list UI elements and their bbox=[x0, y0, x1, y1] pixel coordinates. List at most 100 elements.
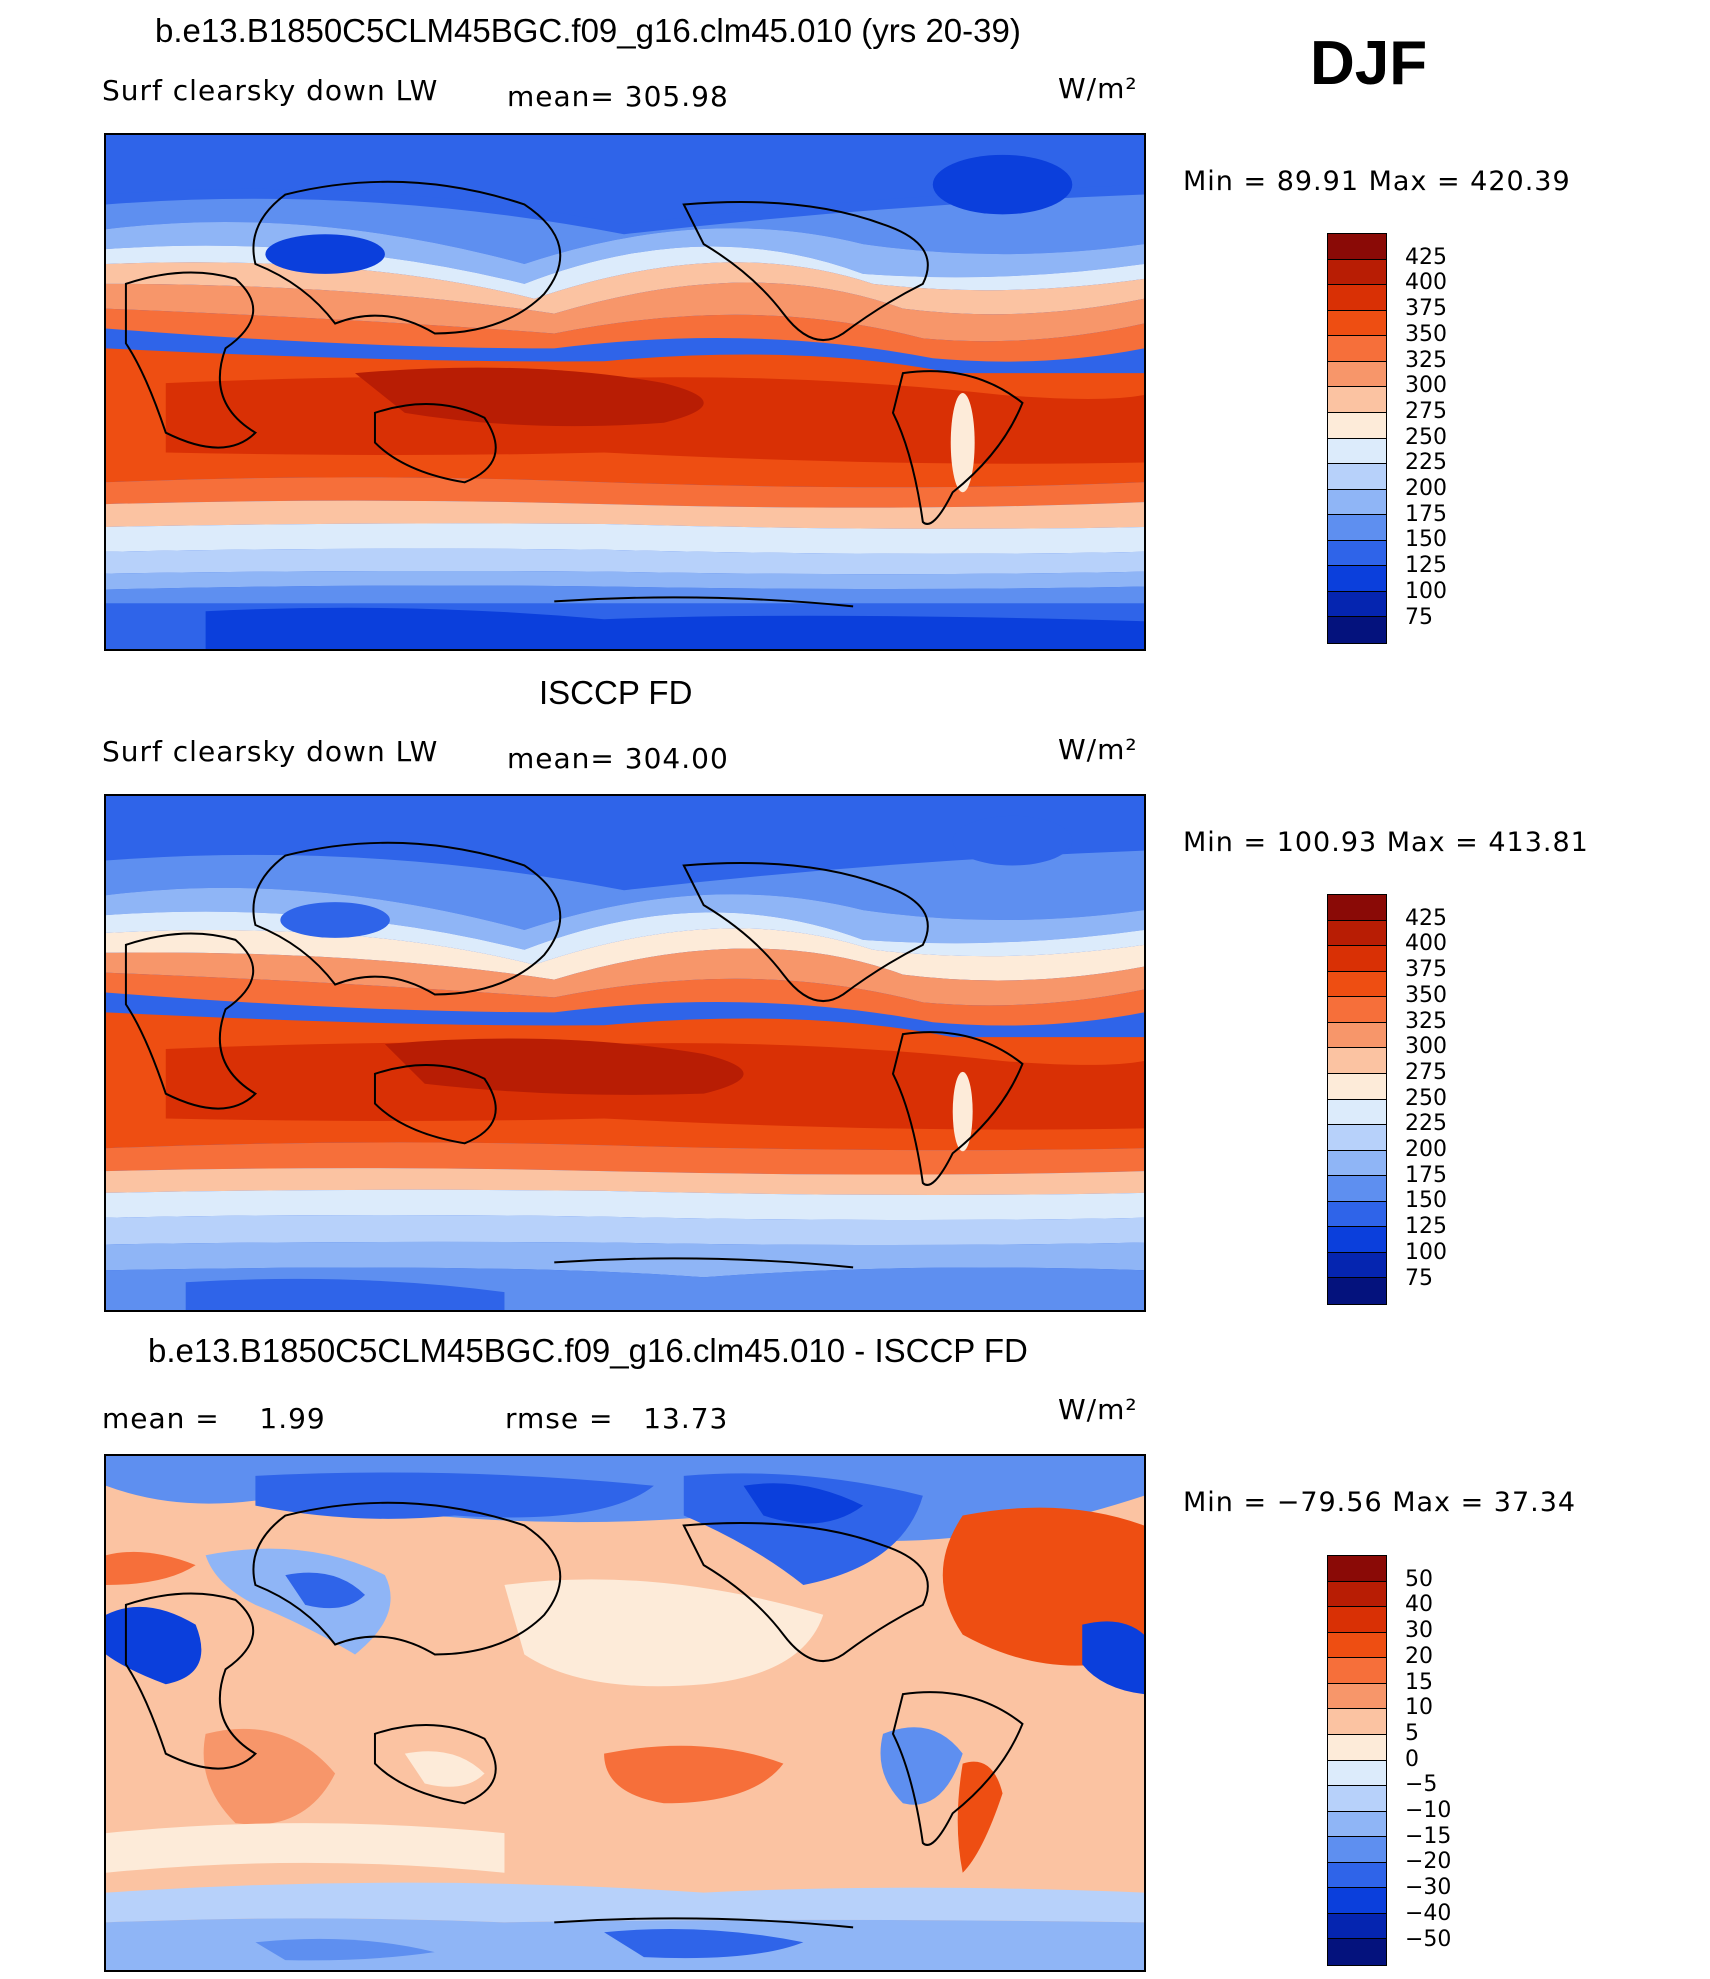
panel2-mean: mean= 304.00 bbox=[507, 742, 729, 775]
panel3-rmse: rmse = 13.73 bbox=[505, 1402, 728, 1435]
colorbar-box bbox=[1328, 1734, 1386, 1761]
colorbar-box bbox=[1328, 1658, 1386, 1684]
panel2-mean-value: 304.00 bbox=[624, 742, 729, 775]
colorbar-box bbox=[1328, 489, 1386, 516]
colorbar-tick-label: 250 bbox=[1405, 1085, 1447, 1111]
colorbar-tick-label: 275 bbox=[1405, 398, 1447, 424]
colorbar-tick-label: 50 bbox=[1405, 1566, 1433, 1592]
colorbar-tick-label: −15 bbox=[1405, 1823, 1452, 1849]
colorbar-tick-label: 300 bbox=[1405, 373, 1447, 399]
colorbar-box bbox=[1328, 1176, 1386, 1202]
colorbar-tick-label: 325 bbox=[1405, 347, 1447, 373]
colorbar-box bbox=[1328, 310, 1386, 337]
colorbar-box bbox=[1328, 997, 1386, 1023]
colorbar-box bbox=[1328, 1048, 1386, 1074]
colorbar-tick-label: 10 bbox=[1405, 1695, 1433, 1721]
colorbar-tick-label: −5 bbox=[1405, 1772, 1438, 1798]
colorbar-tick-label: 125 bbox=[1405, 1214, 1447, 1240]
colorbar-box bbox=[1328, 1786, 1386, 1812]
colorbar-box bbox=[1328, 1888, 1386, 1914]
panel1-mean: mean= 305.98 bbox=[507, 80, 729, 113]
colorbar-box bbox=[1328, 591, 1386, 618]
colorbar-tick-label: 325 bbox=[1405, 1008, 1447, 1034]
colorbar-tick-label: 100 bbox=[1405, 578, 1447, 604]
colorbar-tick-label: 125 bbox=[1405, 553, 1447, 579]
colorbar-tick-label: 375 bbox=[1405, 957, 1447, 983]
panel3-mean: mean = 1.99 bbox=[102, 1402, 326, 1435]
colorbar-box bbox=[1328, 412, 1386, 439]
colorbar-tick-label: −30 bbox=[1405, 1875, 1452, 1901]
colorbar-box bbox=[1328, 566, 1386, 592]
colorbar-box bbox=[1328, 285, 1386, 311]
colorbar-tick-label: 200 bbox=[1405, 476, 1447, 501]
colorbar-tick-label: 175 bbox=[1405, 501, 1447, 527]
colorbar-box bbox=[1328, 234, 1386, 260]
panel1-title: b.e13.B1850C5CLM45BGC.f09_g16.clm45.010 … bbox=[155, 12, 1021, 49]
colorbar-tick-label: 350 bbox=[1405, 321, 1447, 347]
colorbar-box bbox=[1328, 1227, 1386, 1253]
colorbar-tick-label: 75 bbox=[1405, 1265, 1433, 1291]
panel1-field bbox=[106, 135, 1144, 649]
colorbar-box bbox=[1328, 1556, 1386, 1582]
colorbar-box bbox=[1328, 1683, 1386, 1710]
panel1-mean-value: 305.98 bbox=[624, 80, 729, 113]
colorbar-box bbox=[1328, 617, 1386, 643]
panel2-map bbox=[104, 794, 1146, 1312]
panel1-minmax: Min = 89.91 Max = 420.39 bbox=[1183, 166, 1571, 197]
colorbar-tick-label: 400 bbox=[1405, 270, 1447, 296]
colorbar-tick-label: 425 bbox=[1405, 244, 1447, 270]
colorbar-tick-label: 225 bbox=[1405, 1111, 1447, 1137]
colorbar-tick-label: −10 bbox=[1405, 1798, 1452, 1823]
colorbar-tick-label: 200 bbox=[1405, 1137, 1447, 1162]
colorbar-tick-label: 400 bbox=[1405, 931, 1447, 957]
colorbar-tick-label: 300 bbox=[1405, 1034, 1447, 1060]
panel2-variable: Surf clearsky down LW bbox=[102, 735, 439, 768]
panel3-minmax: Min = −79.56 Max = 37.34 bbox=[1183, 1487, 1577, 1518]
panel2-mean-label: mean= bbox=[507, 742, 615, 775]
colorbar-tick-label: −40 bbox=[1405, 1900, 1452, 1926]
colorbar-box bbox=[1328, 464, 1386, 490]
colorbar-box bbox=[1328, 1939, 1386, 1965]
colorbar-box bbox=[1328, 336, 1386, 362]
panel3-units: W/m² bbox=[1058, 1393, 1138, 1426]
panel3-field bbox=[106, 1456, 1144, 1970]
colorbar-tick-label: 30 bbox=[1405, 1618, 1433, 1644]
colorbar-box bbox=[1328, 895, 1386, 921]
colorbar-tick-label: 100 bbox=[1405, 1239, 1447, 1265]
colorbar-box bbox=[1328, 1913, 1386, 1940]
colorbar-tick-label: 425 bbox=[1405, 905, 1447, 931]
colorbar-tick-label: 40 bbox=[1405, 1592, 1433, 1618]
colorbar-box bbox=[1328, 361, 1386, 388]
colorbar-box bbox=[1328, 438, 1386, 465]
colorbar-box bbox=[1328, 971, 1386, 998]
panel3-mean-value: 1.99 bbox=[259, 1402, 326, 1435]
colorbar-box bbox=[1328, 1632, 1386, 1659]
panel1-mean-label: mean= bbox=[507, 80, 615, 113]
colorbar-box bbox=[1328, 1252, 1386, 1279]
panel2-field bbox=[106, 796, 1144, 1310]
colorbar-tick-label: 225 bbox=[1405, 450, 1447, 476]
colorbar-tick-label: 0 bbox=[1405, 1746, 1419, 1772]
panel2-minmax: Min = 100.93 Max = 413.81 bbox=[1183, 827, 1589, 858]
panel1-variable: Surf clearsky down LW bbox=[102, 74, 439, 107]
colorbar-box bbox=[1328, 1022, 1386, 1049]
colorbar-box bbox=[1328, 1709, 1386, 1735]
colorbar-box bbox=[1328, 259, 1386, 286]
colorbar-tick-label: 5 bbox=[1405, 1720, 1419, 1746]
colorbar-tick-label: 20 bbox=[1405, 1643, 1433, 1669]
colorbar-box bbox=[1328, 1201, 1386, 1228]
panel1-map bbox=[104, 133, 1146, 651]
colorbar-box bbox=[1328, 515, 1386, 541]
colorbar-tick-label: −20 bbox=[1405, 1849, 1452, 1875]
panel3-mean-label: mean = bbox=[102, 1402, 220, 1435]
panel1-units: W/m² bbox=[1058, 72, 1138, 105]
panel3-colorbar bbox=[1327, 1555, 1387, 1966]
colorbar-box bbox=[1328, 946, 1386, 972]
colorbar-box bbox=[1328, 1278, 1386, 1304]
panel3-map bbox=[104, 1454, 1146, 1972]
colorbar-tick-label: 250 bbox=[1405, 424, 1447, 450]
colorbar-box bbox=[1328, 1581, 1386, 1608]
colorbar-tick-label: −50 bbox=[1405, 1926, 1452, 1952]
panel3-rmse-label: rmse = bbox=[505, 1402, 614, 1435]
colorbar-box bbox=[1328, 920, 1386, 947]
